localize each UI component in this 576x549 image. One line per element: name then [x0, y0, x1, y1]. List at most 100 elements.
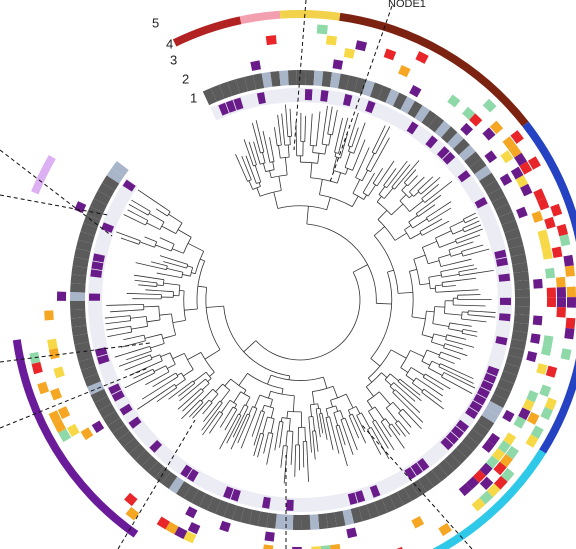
ring-2-cell — [485, 400, 504, 416]
leaf-branch — [375, 125, 386, 145]
tree-arc — [413, 259, 421, 285]
tree-branch — [419, 283, 430, 286]
ring-2-cell — [78, 357, 96, 371]
tree-branch — [408, 215, 418, 223]
tree-branch — [169, 387, 177, 394]
tree-branch — [312, 431, 315, 447]
leaf-branch — [446, 359, 455, 365]
tree-arc — [401, 190, 410, 199]
tree-branch — [244, 163, 252, 180]
leaf-branch — [145, 380, 154, 386]
ring-2-cell — [385, 88, 400, 107]
tree-branch — [311, 391, 315, 405]
leaf-branch — [124, 362, 145, 371]
ring-4-cell — [564, 265, 575, 277]
tree-arc — [253, 164, 257, 167]
tree-arc — [147, 211, 151, 216]
ring-4-cell — [316, 24, 328, 35]
ring-4-cell — [544, 216, 556, 230]
tree-branch — [146, 285, 157, 287]
ring-1-cell — [101, 222, 115, 233]
ring-2-cell — [425, 469, 441, 488]
tree-arc — [252, 186, 261, 190]
tree-branch — [281, 445, 284, 459]
ring-4-cell — [472, 469, 487, 483]
leaf-branch — [192, 410, 201, 419]
tree-arc — [431, 333, 435, 343]
tree-branch — [370, 427, 379, 441]
tree-branch — [143, 305, 159, 308]
ring-4-cell — [518, 407, 531, 421]
tree-arc — [310, 144, 317, 147]
leaf-branch — [379, 433, 389, 449]
ring-2-cell — [313, 70, 324, 87]
leaf-branch — [368, 172, 375, 184]
leaf-branch — [116, 231, 125, 236]
leaf-branch — [152, 381, 161, 388]
ring-2-cell — [334, 510, 346, 528]
tree-branch — [282, 128, 286, 146]
leaf-branch — [412, 419, 422, 430]
ring-2-cell — [279, 70, 289, 86]
leaf-branch — [126, 353, 144, 361]
leaf-branch — [123, 214, 131, 219]
tree-arc — [175, 222, 183, 234]
ring-3-cell — [484, 150, 498, 164]
ring-4-cell — [125, 506, 140, 521]
tree-branch — [431, 360, 440, 366]
ring-2-cell — [495, 203, 513, 218]
tree-branch — [365, 153, 375, 170]
ring-2-cell — [80, 222, 98, 236]
ring-1-cell — [230, 488, 241, 502]
ring-1-cell — [304, 89, 313, 101]
tree-branch — [321, 128, 325, 145]
tree-branch — [172, 353, 185, 360]
ring-2-cell — [514, 297, 530, 307]
ring-2-cell — [512, 262, 529, 274]
tree-arc — [186, 264, 189, 269]
leaf-branch — [435, 201, 452, 213]
tree-branch — [243, 389, 247, 394]
leaf-branch — [459, 342, 475, 348]
tree-branch — [367, 377, 373, 383]
leaf-branch — [402, 384, 422, 402]
ring-4-cell — [415, 51, 429, 64]
ring-2-cell — [474, 165, 492, 182]
tree-branch — [374, 406, 385, 420]
ring-4-cell — [530, 425, 544, 439]
ring-2-cell — [464, 151, 482, 168]
ring-2-cell — [501, 219, 519, 233]
ring-2-cell — [498, 211, 516, 226]
tree-branch — [338, 424, 341, 431]
tree-branch — [250, 159, 254, 167]
tree-arc — [240, 391, 251, 398]
tree-branch — [352, 264, 368, 273]
tree-arc — [367, 349, 392, 379]
tree-branch — [304, 427, 306, 442]
tree-branch — [155, 244, 172, 252]
tree-arc — [247, 373, 284, 390]
ring-4-cell — [542, 335, 554, 347]
ring-1-cell — [342, 93, 353, 107]
ring-4-cell — [48, 347, 60, 360]
ring-4-cell — [320, 545, 331, 549]
ring-2-cell — [404, 483, 420, 502]
tree-branch — [403, 177, 410, 183]
ring-4-cell — [438, 522, 452, 537]
tree-arc — [205, 378, 210, 384]
tree-branch — [137, 345, 151, 351]
tree-branch — [427, 260, 440, 265]
leaf-branch — [179, 386, 197, 402]
leaf-branch — [453, 277, 477, 282]
tree-branch — [362, 182, 370, 193]
leaf-branch — [358, 427, 367, 444]
tree-arc — [326, 405, 336, 410]
tree-arc — [333, 170, 346, 175]
ring-4-cell — [566, 297, 576, 308]
ring-2-cell — [70, 283, 86, 293]
ring-label: 2 — [182, 71, 189, 86]
ring-2-cell — [512, 322, 529, 333]
ring-2-cell — [183, 485, 199, 503]
tree-branch — [376, 302, 392, 305]
tree-branch — [239, 404, 245, 415]
